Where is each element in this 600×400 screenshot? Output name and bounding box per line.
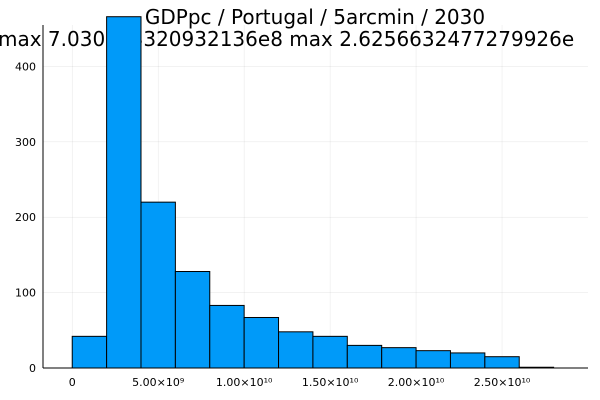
- histogram-bar: [209, 304, 245, 369]
- chart-subtitle: max 7.030053320932136e8 max 2.6256632477…: [0, 27, 574, 51]
- x-tick-label: 2.00×10¹⁰: [388, 376, 445, 389]
- x-tick-label: 0: [69, 376, 76, 389]
- y-tick-label: 400: [15, 60, 36, 73]
- histogram-bar: [484, 356, 520, 369]
- histogram-bar: [106, 16, 142, 369]
- y-tick-label: 100: [15, 287, 36, 300]
- y-tick-label: 0: [29, 362, 36, 375]
- chart-title: GDPpc / Portugal / 5arcmin / 2030: [145, 5, 485, 29]
- x-tick-labels: 0 5.00×10⁹ 1.00×10¹⁰ 1.50×10¹⁰ 2.00×10¹⁰ 2.50…: [69, 376, 531, 389]
- bars: [71, 16, 555, 369]
- histogram-bar: [174, 271, 211, 369]
- x-tick-label: 1.50×10¹⁰: [302, 376, 359, 389]
- histogram-bar: [140, 201, 176, 369]
- x-tick-label: 2.50×10¹⁰: [474, 376, 531, 389]
- axes: [42, 25, 588, 369]
- histogram-bar: [278, 331, 314, 369]
- histogram-bar: [381, 347, 417, 369]
- y-tick-label: 200: [15, 211, 36, 224]
- x-tick-label: 5.00×10⁹: [132, 376, 184, 389]
- histogram-bar: [312, 335, 348, 369]
- histogram-bar: [346, 344, 383, 369]
- histogram-bar: [71, 335, 108, 369]
- histogram-bar: [243, 316, 280, 369]
- histogram-bar: [415, 350, 451, 369]
- y-tick-labels: 0 100 200 300 400: [15, 60, 36, 375]
- x-tick-label: 1.00×10¹⁰: [216, 376, 273, 389]
- y-tick-label: 300: [15, 136, 36, 149]
- histogram-bar: [449, 352, 486, 369]
